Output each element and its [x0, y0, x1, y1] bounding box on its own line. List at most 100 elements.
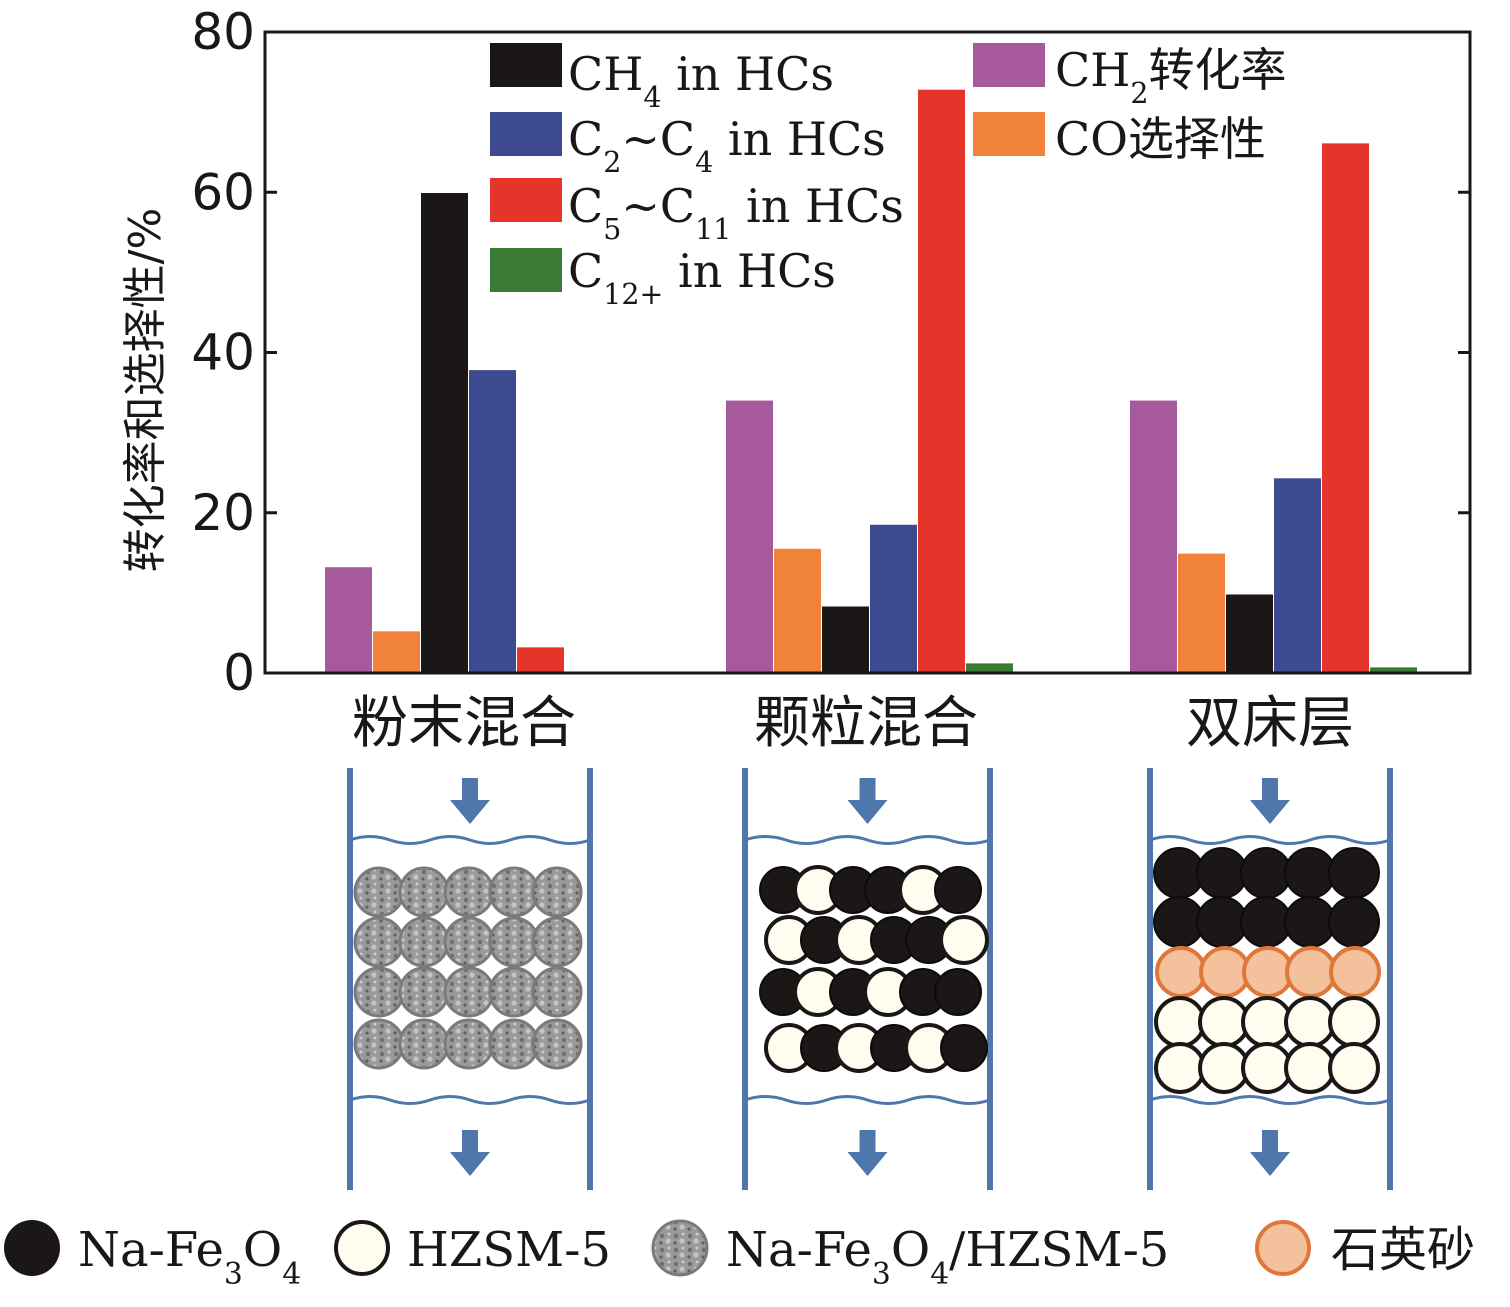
- y-ticks-group: 0 20 40 60 80: [191, 3, 1470, 702]
- bar-c5_c11-1: [517, 647, 564, 673]
- gray-particle: [531, 866, 583, 918]
- gray-particle: [353, 866, 405, 918]
- white-particle: [1241, 996, 1293, 1048]
- particle-legend-black-label-subscript: 3: [224, 1257, 243, 1292]
- legend-label-c12_plus-subscript: 12+: [603, 278, 663, 311]
- orange-particle: [1155, 946, 1207, 998]
- bar-c5_c11-3: [1322, 143, 1369, 673]
- bar-ch4-1: [421, 193, 468, 673]
- legend-label-ch4-text: CH: [568, 47, 643, 101]
- gray-particle: [488, 966, 540, 1018]
- legend-swatch-c2_c4: [490, 112, 562, 156]
- white-particle: [1284, 1042, 1336, 1094]
- particle-legend-black-label-text: Na-Fe: [78, 1222, 224, 1278]
- gray-particle: [443, 866, 495, 918]
- gray-particle: [488, 1018, 540, 1070]
- bar-c12_plus-3: [1370, 667, 1417, 673]
- legend-label-c5_c11-subscript: 11: [695, 213, 731, 246]
- gray-particle: [531, 916, 583, 968]
- gray-particle: [531, 1018, 583, 1070]
- white-particle: [1328, 1042, 1380, 1094]
- bar-c2_c4-1: [469, 370, 516, 673]
- white-particle: [939, 915, 989, 965]
- bar-ch2_conversion-1: [325, 567, 372, 673]
- black-particle: [1196, 896, 1248, 948]
- white-particle: [1154, 996, 1206, 1048]
- legend-label-ch4: CH4 in HCs: [568, 47, 834, 114]
- black-particle: [1328, 896, 1380, 948]
- particle-legend-white-label: HZSM-5: [407, 1222, 611, 1278]
- orange-particle: [1329, 946, 1381, 998]
- legend-label-c2_c4-subscript: 2: [603, 146, 621, 179]
- black-particle: [1240, 896, 1292, 948]
- flow-arrow-in-3: [1250, 778, 1290, 824]
- y-tick-label: 0: [223, 644, 255, 702]
- legend-swatch-ch2_conversion: [973, 43, 1045, 87]
- gray-particle: [443, 966, 495, 1018]
- white-particle: [1198, 1042, 1250, 1094]
- white-particle: [1154, 1042, 1206, 1094]
- white-particle: [1198, 996, 1250, 1048]
- bed-bottom-line-3: [1149, 1095, 1391, 1105]
- bed-top-line-1: [349, 835, 591, 845]
- particle-legend-gray-label-text: /HZSM-5: [949, 1222, 1169, 1278]
- legend-label-c5_c11: C5~C11 in HCs: [568, 179, 904, 246]
- bar-c2_c4-3: [1274, 478, 1321, 673]
- particle-legend-black-label-subscript: 4: [282, 1257, 301, 1292]
- flow-arrow-out-2: [847, 1130, 888, 1176]
- gray-particle: [398, 966, 450, 1018]
- black-particle: [940, 1024, 988, 1072]
- bed-bottom-line-1: [349, 1095, 591, 1105]
- bar-co_selectivity-2: [774, 548, 821, 673]
- black-particle: [934, 968, 982, 1016]
- y-tick-label: 80: [191, 3, 255, 61]
- y-tick-label: 40: [191, 324, 255, 382]
- particle-legend-gray-label-subscript: 4: [930, 1257, 949, 1292]
- legend-swatch-ch4: [490, 43, 562, 87]
- black-particle: [1240, 847, 1292, 899]
- gray-particle: [398, 1018, 450, 1070]
- white-particle: [1284, 996, 1336, 1048]
- bar-ch4-2: [822, 606, 869, 673]
- gray-particle: [531, 966, 583, 1018]
- legend-swatch-co_selectivity: [973, 112, 1045, 156]
- gray-particle: [488, 916, 540, 968]
- legend-label-ch4-text: in HCs: [661, 47, 834, 101]
- bar-c12_plus-2: [966, 663, 1013, 673]
- gray-particle: [353, 966, 405, 1018]
- legend-label-c2_c4-subscript: 4: [695, 146, 713, 179]
- legend-label-ch2_conversion: CH2转化率: [1055, 43, 1286, 110]
- particle-legend-gray-label-subscript: 3: [872, 1257, 891, 1292]
- legend-label-co_selectivity-text: CO选择性: [1055, 112, 1266, 166]
- legend-label-c2_c4-text: C: [568, 112, 603, 166]
- legend-label-ch4-subscript: 4: [643, 81, 661, 114]
- legend-swatch-c5_c11: [490, 178, 562, 222]
- legend-label-ch2_conversion-text: CH: [1055, 43, 1130, 97]
- bars-group: [325, 89, 1417, 673]
- particle-legend-gray-label-text: Na-Fe: [726, 1222, 872, 1278]
- legend-label-co_selectivity: CO选择性: [1055, 112, 1266, 166]
- gray-particle: [443, 916, 495, 968]
- gray-particle: [443, 1018, 495, 1070]
- bar-ch4-3: [1226, 594, 1273, 673]
- orange-particle: [1242, 946, 1294, 998]
- legend-label-c5_c11-text: in HCs: [731, 179, 904, 233]
- gray-particle: [353, 1018, 405, 1070]
- particle-legend-orange-label-text: 石英砂: [1331, 1222, 1475, 1278]
- black-particle: [934, 866, 982, 914]
- legend-label-c2_c4-text: ~C: [621, 112, 695, 166]
- legend-label-c12_plus-text: in HCs: [663, 244, 836, 298]
- y-axis-label: 转化率和选择性/%: [120, 208, 171, 573]
- y-tick-label: 20: [191, 484, 255, 542]
- bed-top-line-3: [1149, 835, 1391, 845]
- particle-legend-black-label: Na-Fe3O4: [78, 1222, 301, 1292]
- gray-particle: [398, 866, 450, 918]
- reactor-group: [347, 768, 1393, 1190]
- flow-arrow-out-3: [1250, 1130, 1290, 1176]
- black-particle: [1196, 847, 1248, 899]
- bed-bottom-line-2: [744, 1095, 991, 1105]
